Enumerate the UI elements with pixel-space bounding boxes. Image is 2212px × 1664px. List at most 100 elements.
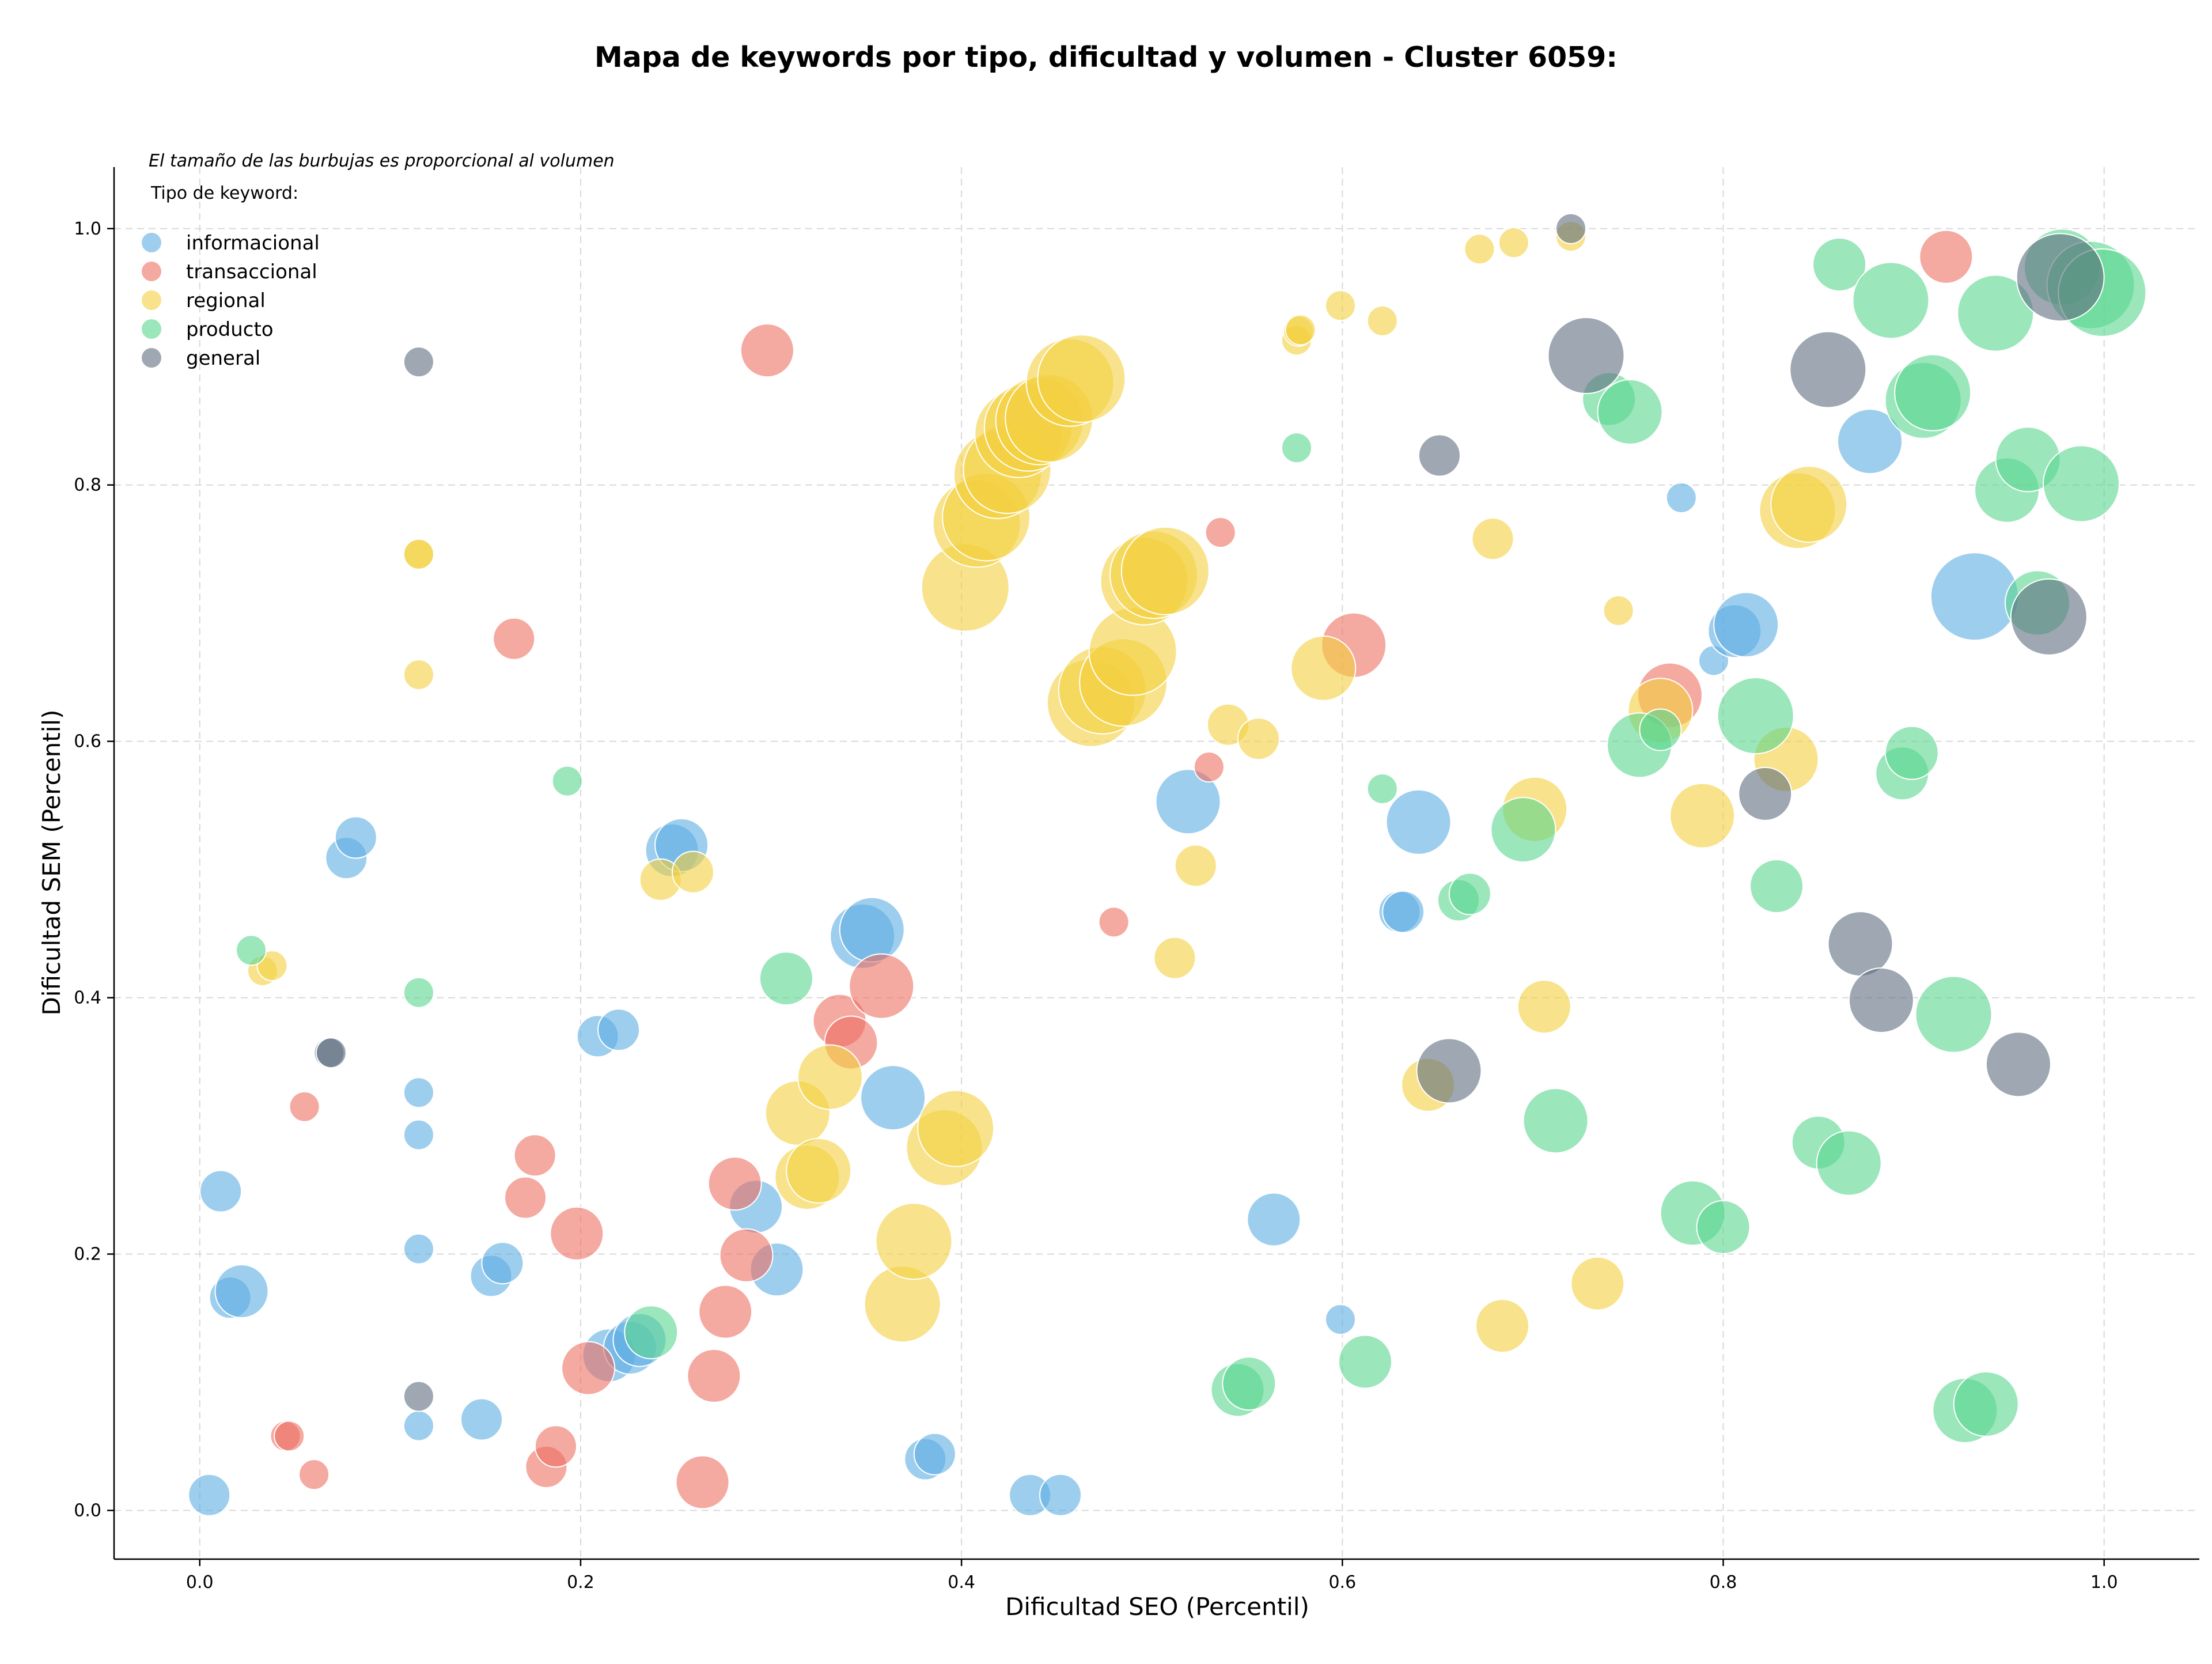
- legend-marker-transaccional: [142, 262, 161, 281]
- bubble-producto: [1338, 1334, 1392, 1389]
- bubble-producto: [1366, 773, 1398, 804]
- bubble-informacional: [839, 897, 905, 963]
- bubble-transaccional: [550, 1206, 604, 1261]
- bubble-transaccional: [1205, 517, 1236, 549]
- bubble-producto: [1957, 274, 2035, 352]
- legend-marker-producto: [142, 319, 161, 339]
- bubble-producto: [624, 1305, 679, 1360]
- y-tick-label: 0.4: [74, 988, 101, 1008]
- bubble-regional: [786, 1137, 852, 1204]
- series-general: [313, 213, 2105, 1412]
- legend-label-regional: regional: [186, 289, 266, 312]
- bubble-informacional: [597, 1008, 641, 1052]
- bubble-transaccional: [534, 1425, 577, 1468]
- legend-label-producto: producto: [186, 318, 274, 341]
- bubble-regional: [917, 1090, 995, 1167]
- legend-marker-informacional: [142, 233, 161, 252]
- bubble-general: [2016, 233, 2105, 322]
- bubble-producto: [759, 951, 813, 1006]
- bubble-transaccional: [513, 1134, 556, 1177]
- bubble-general: [1985, 1031, 2051, 1098]
- bubble-producto: [1915, 975, 1993, 1053]
- bubble-regional: [797, 1044, 863, 1110]
- bubble-producto: [2043, 445, 2120, 523]
- bubble-regional: [1471, 517, 1514, 561]
- bubble-producto: [403, 977, 434, 1008]
- bubble-regional: [256, 950, 288, 981]
- bubble-producto: [1894, 354, 1972, 432]
- bubble-general: [1547, 317, 1625, 395]
- bubble-informacional: [403, 1077, 434, 1109]
- bubble-regional: [875, 1202, 953, 1280]
- y-tick-label: 0.0: [74, 1500, 101, 1521]
- bubble-producto: [236, 935, 267, 966]
- bubble-regional: [1290, 635, 1357, 701]
- bubble-producto: [1953, 1371, 2019, 1437]
- bubble-producto: [1522, 1088, 1589, 1154]
- x-tick-label: 1.0: [2090, 1572, 2118, 1593]
- y-tick-label: 1.0: [74, 219, 101, 239]
- bubble-informacional: [199, 1170, 243, 1213]
- bubble-informacional: [481, 1242, 524, 1285]
- bubble-regional: [1174, 844, 1217, 887]
- legend-title: Tipo de keyword:: [150, 183, 298, 203]
- bubble-general: [315, 1037, 347, 1069]
- bubble-informacional: [403, 1119, 434, 1151]
- bubble-producto: [1749, 859, 1804, 914]
- bubble-producto: [1812, 237, 1867, 292]
- bubble-regional: [1570, 1256, 1625, 1311]
- bubble-transaccional: [561, 1341, 616, 1396]
- bubble-informacional: [334, 816, 377, 859]
- axes: 0.0 0.2 0.4 0.6 0.8 1.0 0.0 0.2 0.4 0.6 0.8 1.0: [74, 167, 2199, 1593]
- series-informacional: [188, 409, 2019, 1516]
- bubble-transaccional: [849, 953, 915, 1019]
- legend-label-general: general: [186, 347, 260, 370]
- bubble-transaccional: [719, 1228, 774, 1283]
- bubble-regional: [1285, 314, 1316, 346]
- bubble-regional: [1475, 1299, 1530, 1353]
- bubble-transaccional: [707, 1156, 762, 1211]
- bubble-general: [1827, 911, 1893, 977]
- x-axis-label: Dificultad SEO (Percentil): [1005, 1593, 1309, 1621]
- bubble-regional: [403, 538, 434, 570]
- bubble-general: [1416, 1038, 1482, 1104]
- bubble-regional: [1366, 305, 1398, 336]
- bubble-regional: [1120, 526, 1210, 615]
- bubble-general: [1738, 766, 1793, 821]
- legend-marker-general: [142, 348, 161, 368]
- bubble-informacional: [1713, 592, 1779, 658]
- series-transaccional: [270, 229, 1974, 1510]
- bubble-producto: [1222, 1356, 1277, 1411]
- bubble-producto: [1448, 872, 1491, 916]
- bubble-regional: [1153, 936, 1196, 980]
- series-regional: [247, 221, 1848, 1353]
- bubble-regional: [1325, 290, 1357, 322]
- y-axis-label: Dificultad SEM (Percentil): [37, 710, 66, 1016]
- bubble-informacional: [1385, 789, 1452, 855]
- bubble-general: [1418, 434, 1461, 477]
- bubble-general: [1848, 967, 1914, 1034]
- legend-label-informacional: informacional: [186, 232, 320, 255]
- bubble-informacional: [1837, 409, 1903, 475]
- bubble-informacional: [1665, 482, 1697, 513]
- bubble-transaccional: [493, 617, 536, 660]
- bubble-informacional: [1382, 890, 1425, 933]
- y-tick-label: 0.2: [74, 1245, 101, 1265]
- bubble-producto: [551, 765, 583, 797]
- bubble-informacional: [403, 1410, 434, 1442]
- bubble-informacional: [1155, 769, 1221, 835]
- bubble-producto: [1639, 708, 1682, 751]
- bubble-general: [2010, 578, 2088, 656]
- bubble-general: [403, 1381, 434, 1412]
- bubble-producto: [1717, 677, 1794, 755]
- bubble-transaccional: [1193, 751, 1225, 783]
- bubble-informacional: [188, 1473, 231, 1516]
- bubble-regional: [672, 850, 715, 894]
- bubble-informacional: [214, 1264, 269, 1319]
- y-tick-label: 0.8: [74, 475, 101, 496]
- bubble-transaccional: [274, 1420, 305, 1452]
- chart-title: Mapa de keywords por tipo, dificultad y …: [594, 41, 1618, 74]
